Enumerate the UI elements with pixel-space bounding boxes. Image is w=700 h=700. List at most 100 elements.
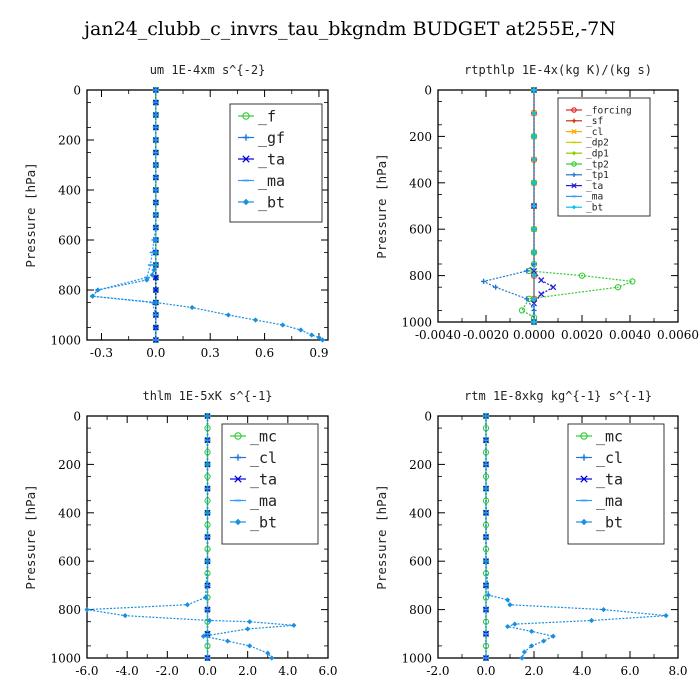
x-tick-label: 2.0 (524, 664, 543, 678)
legend-label: _ta (596, 470, 623, 488)
x-tick-label: 4.0 (572, 664, 591, 678)
series-point (531, 180, 537, 186)
y-tick-label: 600 (409, 555, 432, 569)
x-tick-label: 0.0060 (657, 328, 699, 342)
legend-marker-point (580, 518, 588, 526)
legend-label: _ma (586, 192, 603, 203)
series-point (189, 304, 195, 311)
legend-label: _ta (586, 181, 603, 192)
legend-label: _dp1 (586, 149, 609, 160)
series-point (531, 133, 537, 139)
legend-label: _mc (250, 427, 277, 445)
series-point (152, 274, 159, 281)
y-tick-label: 0 (73, 410, 81, 424)
series-point (184, 602, 191, 608)
legend-label: _ta (250, 470, 277, 488)
series-point (524, 296, 530, 302)
legend-label: _dp2 (586, 138, 609, 149)
series-point (149, 301, 155, 304)
series-point (530, 300, 538, 307)
legend-marker-point (234, 432, 242, 440)
series-point (95, 287, 101, 293)
x-tick-label: 0.0 (476, 664, 495, 678)
y-tick-label: 600 (58, 234, 81, 248)
series-point (483, 439, 489, 441)
legend-label: _tp1 (586, 170, 609, 181)
y-tick-label: 1000 (401, 316, 432, 330)
y-tick-label: 1000 (50, 334, 81, 348)
y-tick-label: 800 (409, 269, 432, 283)
legend-label: _ma (250, 492, 277, 510)
series-point (507, 602, 513, 608)
series-point (247, 619, 253, 625)
y-tick-label: 0 (424, 410, 432, 424)
legend-marker-point (234, 475, 242, 483)
legend-marker-point (571, 182, 577, 189)
series-point (280, 322, 286, 328)
series-point (601, 607, 607, 613)
y-tick-label: 600 (409, 223, 432, 237)
series-point (531, 319, 537, 325)
y-tick-label: 200 (58, 134, 81, 148)
series-tp1 (481, 87, 537, 325)
series-point (225, 312, 231, 318)
legend-marker-point (571, 151, 577, 156)
series-point (485, 592, 491, 598)
chart-title: um 1E-4xm s^{-2} (150, 63, 266, 77)
x-tick-label: -2.0 (426, 664, 449, 678)
legend-label: _f (258, 107, 276, 125)
series-point (483, 512, 489, 514)
series-bt (483, 413, 669, 661)
series-point (153, 162, 159, 168)
series-point (153, 314, 159, 316)
series-bt (89, 87, 326, 343)
series-point (144, 277, 150, 283)
series-point (252, 317, 259, 323)
x-tick-label: 0.6 (255, 346, 274, 360)
series-point (245, 626, 251, 632)
series-point (204, 413, 211, 419)
series-point (521, 649, 527, 655)
series-line (481, 90, 535, 322)
series-bt (531, 87, 537, 325)
x-tick-label: 0.0020 (561, 328, 603, 342)
series-point (204, 608, 211, 611)
series-point (531, 249, 537, 255)
y-tick-label: 1000 (401, 652, 432, 666)
series-point (153, 212, 159, 218)
series-point (84, 607, 90, 613)
legend-label: _cl (596, 449, 623, 467)
legend-label: _ma (596, 492, 623, 510)
series-point (483, 486, 489, 492)
legend-label: _sf (586, 116, 603, 127)
legend-marker-point (571, 118, 577, 123)
series-point (247, 643, 253, 649)
series-point (519, 655, 525, 661)
legend-marker-point (242, 155, 250, 163)
legend: _mc _cl _ta _ma _bt (221, 423, 319, 545)
series-point (204, 584, 211, 587)
y-tick-label: 800 (58, 603, 81, 617)
series-point (316, 334, 322, 341)
series-point (483, 413, 489, 419)
series-point (531, 273, 537, 279)
series-point (538, 291, 545, 298)
y-tick-label: 800 (409, 603, 432, 617)
legend-label: _bt (586, 203, 603, 214)
series-point (578, 272, 586, 279)
x-tick-label: -0.0020 (463, 328, 509, 342)
y-tick-label: 200 (58, 458, 81, 472)
series-point (204, 461, 211, 467)
series-point (538, 277, 545, 284)
plot-frame (86, 89, 329, 341)
chart-panel-2: rtpthlp 1E-4x(kg K)/(kg s) Pressure [hPa]… (374, 63, 699, 342)
series-point (204, 487, 211, 490)
x-tick-label: 0.3 (201, 346, 220, 360)
series-point (530, 267, 538, 275)
series-point (152, 286, 159, 294)
y-axis-label: Pressure [hPa] (23, 484, 38, 589)
x-tick-label: -2.0 (156, 664, 179, 678)
series-point (298, 327, 304, 333)
series-point (614, 284, 622, 291)
series-point (153, 249, 159, 256)
